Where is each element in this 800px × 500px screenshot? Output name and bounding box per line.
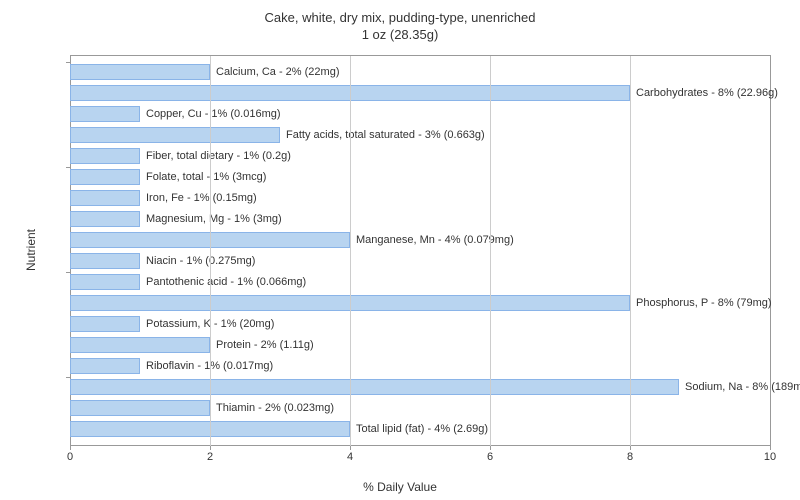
- bar-label: Calcium, Ca - 2% (22mg): [210, 64, 339, 80]
- nutrient-bar: [70, 190, 140, 206]
- x-axis-label: % Daily Value: [363, 480, 437, 494]
- bar-label: Pantothenic acid - 1% (0.066mg): [140, 274, 306, 290]
- nutrient-bar: [70, 379, 679, 395]
- x-tick-label: 6: [487, 451, 493, 463]
- nutrient-chart: Cake, white, dry mix, pudding-type, unen…: [0, 0, 800, 500]
- gridline: [630, 56, 631, 446]
- title-line-1: Cake, white, dry mix, pudding-type, unen…: [265, 10, 536, 25]
- nutrient-bar: [70, 358, 140, 374]
- bar-label: Thiamin - 2% (0.023mg): [210, 400, 334, 416]
- nutrient-bar: [70, 211, 140, 227]
- bar-label: Protein - 2% (1.11g): [210, 337, 314, 353]
- gridline: [210, 56, 211, 446]
- bar-label: Folate, total - 1% (3mcg): [140, 169, 266, 185]
- bar-label: Potassium, K - 1% (20mg): [140, 316, 274, 332]
- y-axis-label: Nutrient: [24, 229, 38, 271]
- x-tick: [350, 446, 351, 450]
- x-tick: [630, 446, 631, 450]
- nutrient-bar: [70, 274, 140, 290]
- x-tick: [70, 446, 71, 450]
- x-tick-label: 2: [207, 451, 213, 463]
- bar-label: Sodium, Na - 8% (189mg): [679, 379, 800, 395]
- x-tick: [490, 446, 491, 450]
- bar-label: Riboflavin - 1% (0.017mg): [140, 358, 273, 374]
- bar-label: Niacin - 1% (0.275mg): [140, 253, 255, 269]
- title-line-2: 1 oz (28.35g): [362, 27, 439, 42]
- x-tick-label: 8: [627, 451, 633, 463]
- bar-label: Fiber, total dietary - 1% (0.2g): [140, 148, 291, 164]
- nutrient-bar: [70, 64, 210, 80]
- nutrient-bar: [70, 400, 210, 416]
- bar-label: Fatty acids, total saturated - 3% (0.663…: [280, 127, 485, 143]
- y-tick: [66, 167, 70, 168]
- x-tick-label: 0: [67, 451, 73, 463]
- nutrient-bar: [70, 106, 140, 122]
- y-tick: [66, 272, 70, 273]
- gridline: [350, 56, 351, 446]
- bar-label: Phosphorus, P - 8% (79mg): [630, 295, 772, 311]
- x-tick: [210, 446, 211, 450]
- nutrient-bar: [70, 253, 140, 269]
- y-tick: [66, 62, 70, 63]
- bars-container: Calcium, Ca - 2% (22mg)Carbohydrates - 8…: [70, 56, 770, 446]
- bar-label: Total lipid (fat) - 4% (2.69g): [350, 421, 488, 437]
- bar-label: Iron, Fe - 1% (0.15mg): [140, 190, 257, 206]
- nutrient-bar: [70, 148, 140, 164]
- gridline: [490, 56, 491, 446]
- x-tick: [770, 446, 771, 450]
- bar-label: Carbohydrates - 8% (22.96g): [630, 85, 778, 101]
- x-tick-label: 10: [764, 451, 776, 463]
- nutrient-bar: [70, 169, 140, 185]
- y-tick: [66, 377, 70, 378]
- nutrient-bar: [70, 127, 280, 143]
- nutrient-bar: [70, 316, 140, 332]
- nutrient-bar: [70, 337, 210, 353]
- plot-area: Calcium, Ca - 2% (22mg)Carbohydrates - 8…: [70, 55, 771, 446]
- x-tick-label: 4: [347, 451, 353, 463]
- chart-title: Cake, white, dry mix, pudding-type, unen…: [0, 0, 800, 44]
